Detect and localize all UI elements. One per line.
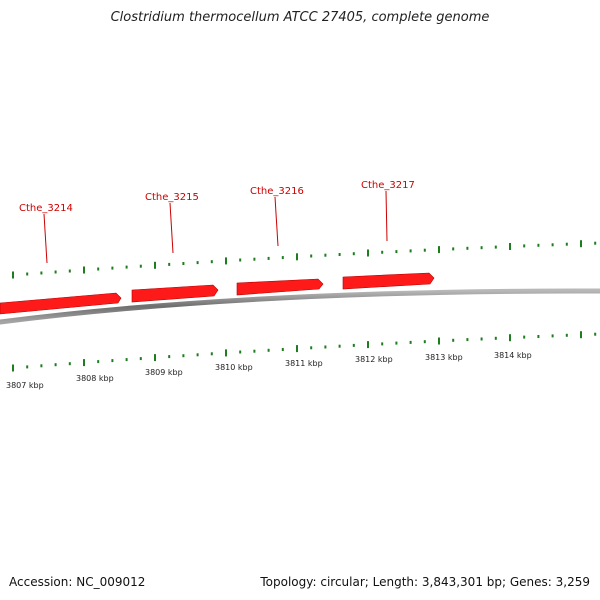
genome-backbone	[0, 288, 600, 325]
scale-label-3808: 3808 kbp	[76, 374, 114, 383]
gene-label-cthe-3214[interactable]: Cthe_3214	[19, 203, 73, 214]
inner-tick-track	[12, 331, 597, 372]
scale-label-3813: 3813 kbp	[425, 353, 463, 362]
gene-arrow-cthe-3216[interactable]	[236, 278, 324, 296]
leader-line-cthe-3214	[43, 213, 48, 264]
scale-label-3807: 3807 kbp	[6, 381, 44, 390]
scale-label-group: 3807 kbp 3808 kbp 3809 kbp 3810 kbp 3811…	[6, 351, 532, 390]
topology-summary-text: Topology: circular; Length: 3,843,301 bp…	[260, 575, 590, 589]
gene-label-cthe-3215[interactable]: Cthe_3215	[145, 192, 199, 203]
leader-line-cthe-3216	[274, 196, 279, 247]
gene-arrow-cthe-3214[interactable]	[0, 292, 122, 315]
scale-label-3809: 3809 kbp	[145, 368, 183, 377]
accession-text: Accession: NC_009012	[9, 575, 146, 589]
gene-track	[0, 272, 435, 315]
scale-label-3814: 3814 kbp	[494, 351, 532, 360]
gene-label-group: Cthe_3214 Cthe_3215 Cthe_3216 Cthe_3217	[19, 180, 415, 264]
leader-line-cthe-3217	[385, 190, 388, 242]
scale-label-3810: 3810 kbp	[215, 363, 253, 372]
map-title: Clostridium thermocellum ATCC 27405, com…	[110, 10, 490, 25]
scale-label-3811: 3811 kbp	[285, 359, 323, 368]
gene-arrow-cthe-3215[interactable]	[131, 284, 219, 303]
leader-line-cthe-3215	[169, 202, 174, 254]
gene-label-cthe-3216[interactable]: Cthe_3216	[250, 186, 304, 197]
gene-arrow-cthe-3217[interactable]	[342, 272, 435, 290]
gene-label-cthe-3217[interactable]: Cthe_3217	[361, 180, 415, 191]
scale-label-3812: 3812 kbp	[355, 355, 393, 364]
outer-tick-track	[12, 240, 597, 279]
